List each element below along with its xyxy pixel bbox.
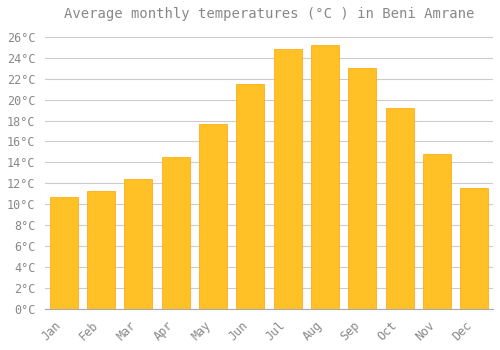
Bar — [274, 49, 302, 309]
Bar — [348, 68, 376, 309]
Title: Average monthly temperatures (°C ) in Beni Amrane: Average monthly temperatures (°C ) in Be… — [64, 7, 474, 21]
Bar — [236, 84, 264, 309]
Bar — [87, 191, 115, 309]
Bar — [423, 154, 451, 309]
Bar — [386, 108, 413, 309]
Bar — [124, 179, 152, 309]
Bar — [50, 197, 78, 309]
Bar — [311, 45, 339, 309]
Bar — [199, 124, 227, 309]
Bar — [460, 188, 488, 309]
Bar — [162, 157, 190, 309]
